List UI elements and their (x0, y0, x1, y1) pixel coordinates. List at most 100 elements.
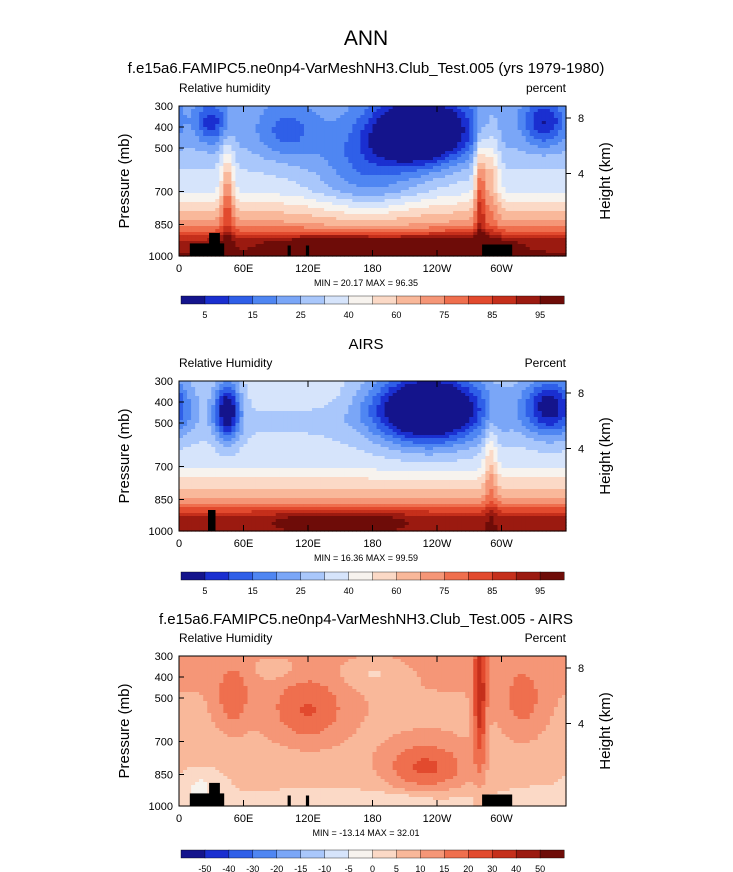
contour-cell (461, 130, 466, 134)
contour-cell (199, 115, 204, 119)
contour-cell (400, 148, 406, 152)
contour-cell (525, 238, 531, 242)
contour-cell (267, 217, 273, 221)
contour-cell (336, 226, 341, 230)
contour-cell (376, 193, 382, 197)
contour-cell (501, 190, 507, 194)
contour-cell (183, 229, 188, 233)
contour-cell (320, 145, 325, 149)
contour-cell (324, 217, 329, 221)
contour-cell (533, 214, 539, 218)
contour-cell (537, 133, 543, 137)
contour-cell (352, 235, 357, 239)
contour-cell (183, 157, 188, 161)
contour-cell (481, 217, 486, 221)
contour-cell (251, 232, 257, 236)
contour-cell (215, 112, 220, 116)
panel-right-label: Percent (525, 356, 567, 370)
contour-cell (424, 208, 430, 212)
contour-cell (553, 381, 559, 385)
contour-cell (392, 127, 398, 131)
contour-cell (557, 166, 563, 170)
contour-cell (231, 142, 237, 146)
contour-cell (449, 208, 454, 212)
contour-cell (441, 241, 446, 245)
contour-cell (263, 118, 269, 122)
contour-cell (295, 157, 301, 161)
contour-cell (400, 220, 406, 224)
contour-cell (203, 202, 208, 206)
contour-cell (328, 205, 333, 209)
contour-cell (179, 181, 184, 185)
contour-cell (477, 247, 482, 251)
contour-cell (275, 148, 281, 152)
contour-cell (400, 202, 406, 206)
contour-cell (477, 154, 482, 158)
contour-cell (279, 247, 285, 251)
contour-cell (437, 148, 442, 152)
contour-cell (481, 124, 486, 128)
contour-cell (312, 172, 317, 176)
contour-cell (356, 193, 362, 197)
contour-cell (316, 181, 321, 185)
contour-cell (340, 160, 345, 164)
contour-cell (537, 250, 543, 254)
contour-cell (352, 238, 357, 242)
contour-cell (529, 172, 535, 176)
contour-cell (295, 232, 301, 236)
contour-cell (561, 154, 567, 158)
contour-cell (437, 187, 442, 191)
contour-cell (445, 124, 450, 128)
contour-cell (388, 175, 394, 179)
contour-cell (191, 145, 196, 149)
contour-cell (227, 157, 233, 161)
contour-cell (561, 139, 567, 143)
contour-cell (465, 148, 470, 152)
contour-cell (243, 148, 249, 152)
contour-cell (501, 181, 507, 185)
contour-cell (473, 220, 478, 224)
contour-cell (376, 211, 382, 215)
contour-cell (461, 142, 466, 146)
contour-cell (360, 139, 366, 143)
contour-cell (388, 160, 394, 164)
contour-cell (320, 205, 325, 209)
contour-cell (537, 142, 543, 146)
contour-cell (332, 106, 337, 110)
contour-cell (376, 136, 382, 140)
contour-cell (227, 121, 233, 125)
contour-cell (183, 154, 188, 158)
contour-cell (211, 202, 216, 206)
contour-cell (336, 244, 341, 248)
contour-cell (537, 121, 543, 125)
contour-cell (505, 229, 511, 233)
contour-cell (243, 211, 249, 215)
contour-cell (340, 142, 345, 146)
contour-cell (291, 157, 297, 161)
contour-cell (320, 241, 325, 245)
contour-cell (428, 250, 434, 254)
contour-cell (316, 154, 321, 158)
contour-cell (420, 109, 426, 113)
contour-cell (235, 175, 241, 179)
contour-cell (356, 196, 362, 200)
contour-cell (489, 166, 495, 170)
contour-cell (291, 226, 297, 230)
contour-cell (529, 151, 535, 155)
contour-cell (320, 142, 325, 146)
contour-cell (529, 157, 535, 161)
contour-cell (388, 250, 394, 254)
contour-cell (348, 205, 353, 209)
contour-cell (336, 133, 341, 137)
contour-cell (529, 202, 535, 206)
contour-cell (251, 226, 257, 230)
contour-cell (396, 220, 402, 224)
contour-cell (179, 384, 184, 388)
contour-cell (352, 172, 357, 176)
contour-cell (336, 205, 341, 209)
contour-cell (191, 160, 196, 164)
contour-cell (465, 244, 470, 248)
contour-cell (352, 118, 357, 122)
contour-cell (437, 214, 442, 218)
contour-cell (477, 193, 482, 197)
